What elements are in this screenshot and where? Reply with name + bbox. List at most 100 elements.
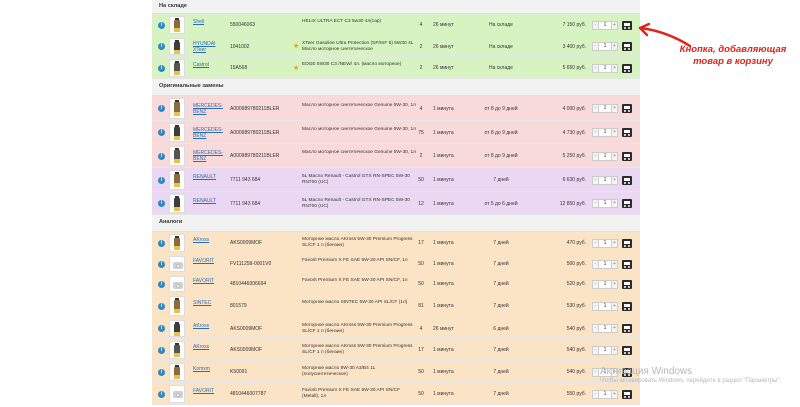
qty-decrement-button[interactable]: - [592, 104, 599, 113]
info-icon[interactable]: i [158, 176, 165, 184]
add-to-cart-button[interactable] [622, 42, 632, 51]
qty-input[interactable]: 1 [599, 259, 611, 269]
add-to-cart-button[interactable] [622, 151, 632, 161]
brand-link[interactable]: HYUNDAI XTeer [193, 40, 216, 53]
qty-increment-button[interactable]: + [611, 104, 618, 113]
add-to-cart-button[interactable] [622, 20, 632, 30]
info-icon[interactable]: i [158, 325, 165, 332]
qty-input[interactable]: 1 [599, 104, 611, 113]
qty-decrement-button[interactable]: - [592, 63, 599, 73]
quantity-stepper[interactable]: -1 + [592, 175, 618, 185]
brand-link[interactable]: Komsm [193, 366, 210, 372]
product-thumbnail[interactable] [169, 363, 185, 381]
info-icon[interactable]: i [158, 346, 165, 354]
qty-decrement-button[interactable]: - [592, 151, 599, 161]
qty-input[interactable]: 1 [599, 324, 611, 333]
qty-decrement-button[interactable]: - [592, 367, 599, 377]
qty-decrement-button[interactable]: - [592, 279, 599, 289]
add-to-cart-button[interactable] [622, 104, 632, 113]
product-thumbnail[interactable] [169, 123, 185, 142]
add-to-cart-button[interactable] [622, 301, 632, 311]
qty-input[interactable]: 1 [599, 199, 611, 208]
info-icon[interactable]: i [158, 129, 165, 136]
qty-decrement-button[interactable]: - [592, 324, 599, 333]
quantity-stepper[interactable]: -1 + [592, 389, 618, 399]
brand-link[interactable]: SINTEC [193, 300, 212, 306]
qty-input[interactable]: 1 [599, 389, 611, 399]
product-thumbnail[interactable] [169, 146, 185, 166]
info-icon[interactable]: i [158, 64, 165, 72]
qty-decrement-button[interactable]: - [592, 128, 599, 137]
qty-decrement-button[interactable]: - [592, 389, 599, 399]
brand-link[interactable]: Castrol [193, 62, 209, 68]
qty-increment-button[interactable]: + [611, 389, 618, 399]
qty-increment-button[interactable]: + [611, 199, 618, 208]
qty-input[interactable]: 1 [599, 42, 611, 51]
qty-increment-button[interactable]: + [611, 238, 618, 248]
brand-link[interactable]: FAVORIT [193, 258, 215, 264]
brand-link[interactable]: MERCEDES-BENZ [193, 102, 224, 115]
brand-link[interactable]: RENAULT [193, 197, 216, 204]
add-to-cart-button[interactable] [622, 238, 632, 248]
brand-link[interactable]: RENAULT [193, 174, 216, 180]
quantity-stepper[interactable]: -1 + [592, 238, 618, 248]
brand-link[interactable]: FAVORIT [193, 278, 215, 284]
brand-link[interactable]: FAVORIT [193, 388, 215, 394]
qty-input[interactable]: 1 [599, 367, 611, 377]
qty-increment-button[interactable]: + [611, 20, 618, 30]
qty-input[interactable]: 1 [599, 128, 611, 137]
quantity-stepper[interactable]: -1 + [592, 259, 618, 269]
quantity-stepper[interactable]: -1 + [592, 104, 618, 113]
qty-decrement-button[interactable]: - [592, 238, 599, 248]
qty-increment-button[interactable]: + [611, 345, 618, 355]
qty-increment-button[interactable]: + [611, 324, 618, 333]
qty-input[interactable]: 1 [599, 151, 611, 161]
brand-link[interactable]: MERCEDES-BENZ [193, 126, 224, 139]
qty-decrement-button[interactable]: - [592, 301, 599, 311]
qty-increment-button[interactable]: + [611, 301, 618, 311]
product-thumbnail[interactable] [169, 170, 185, 190]
info-icon[interactable]: i [158, 21, 165, 29]
product-thumbnail[interactable] [169, 320, 185, 337]
product-thumbnail[interactable] [169, 59, 185, 77]
info-icon[interactable]: i [158, 200, 165, 207]
qty-decrement-button[interactable]: - [592, 175, 599, 185]
quantity-stepper[interactable]: -1 + [592, 63, 618, 73]
quantity-stepper[interactable]: -1 + [592, 367, 618, 377]
add-to-cart-button[interactable] [622, 367, 632, 377]
info-icon[interactable]: i [158, 152, 165, 160]
info-icon[interactable]: i [158, 280, 165, 288]
info-icon[interactable]: i [158, 260, 165, 268]
product-thumbnail[interactable] [169, 98, 185, 119]
product-thumbnail[interactable] [169, 194, 185, 213]
info-icon[interactable]: i [158, 390, 165, 398]
qty-decrement-button[interactable]: - [592, 20, 599, 30]
quantity-stepper[interactable]: -1 + [592, 279, 618, 289]
info-icon[interactable]: i [158, 105, 165, 112]
add-to-cart-button[interactable] [622, 389, 632, 399]
camera-placeholder-icon[interactable] [169, 276, 185, 292]
product-thumbnail[interactable] [169, 296, 185, 316]
add-to-cart-button[interactable] [622, 199, 632, 208]
qty-decrement-button[interactable]: - [592, 259, 599, 269]
quantity-stepper[interactable]: -1 + [592, 42, 618, 51]
quantity-stepper[interactable]: -1 + [592, 324, 618, 333]
product-thumbnail[interactable] [169, 38, 185, 55]
qty-decrement-button[interactable]: - [592, 345, 599, 355]
add-to-cart-button[interactable] [622, 175, 632, 185]
qty-decrement-button[interactable]: - [592, 42, 599, 51]
brand-link[interactable]: AKross [193, 322, 210, 329]
quantity-stepper[interactable]: -1 + [592, 199, 618, 208]
quantity-stepper[interactable]: -1 + [592, 301, 618, 311]
add-to-cart-button[interactable] [622, 128, 632, 137]
product-thumbnail[interactable] [169, 16, 185, 34]
qty-increment-button[interactable]: + [611, 63, 618, 73]
qty-input[interactable]: 1 [599, 175, 611, 185]
qty-increment-button[interactable]: + [611, 175, 618, 185]
info-icon[interactable]: i [158, 43, 165, 50]
add-to-cart-button[interactable] [622, 259, 632, 269]
brand-link[interactable]: AKross [193, 237, 210, 243]
add-to-cart-button[interactable] [622, 279, 632, 289]
qty-input[interactable]: 1 [599, 301, 611, 311]
brand-link[interactable]: AKross [193, 344, 210, 350]
